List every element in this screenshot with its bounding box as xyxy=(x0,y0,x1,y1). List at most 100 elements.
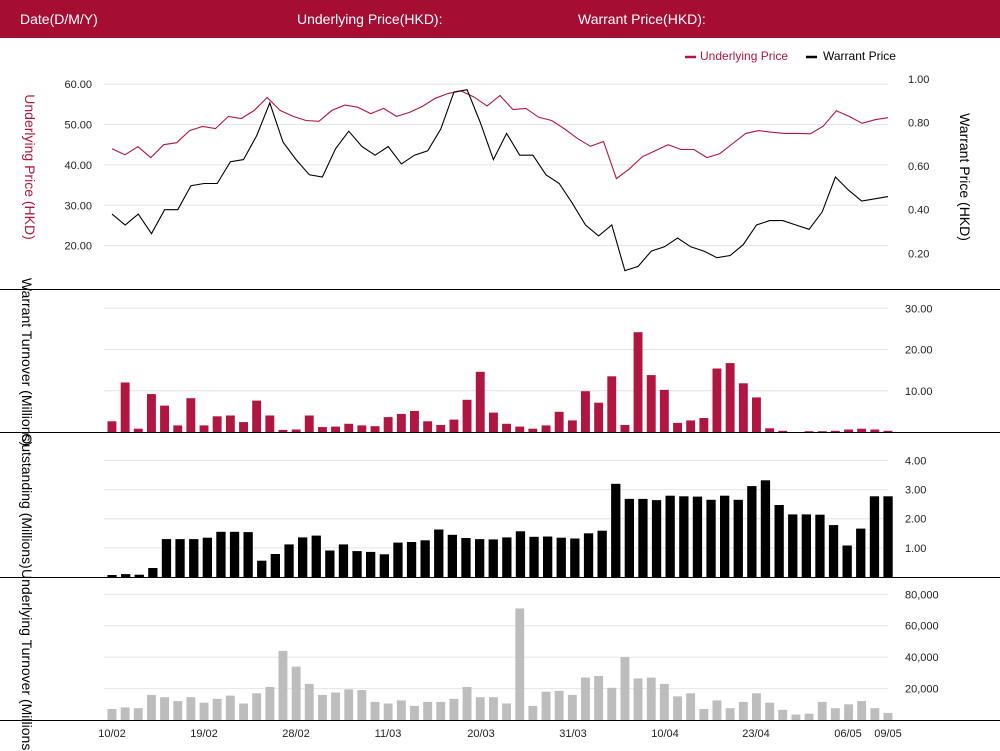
outstanding-bar xyxy=(611,483,621,577)
underlying-turnover-bar xyxy=(186,697,196,720)
underlying-turnover-bar xyxy=(659,683,669,720)
outstanding-bar xyxy=(760,480,771,577)
underlying-turnover-tick-label: 40,000 xyxy=(905,652,939,664)
underlying-turnover-bar xyxy=(331,692,340,720)
warrant-turnover-bar xyxy=(370,426,380,432)
underlying-turnover-bar xyxy=(410,705,419,720)
date-tick-label: 10/02 xyxy=(98,728,126,740)
outstanding-tick-label: 3.00 xyxy=(905,485,926,497)
warrant-turnover-bar xyxy=(686,420,696,432)
warrant-turnover-bar xyxy=(489,412,498,432)
underlying-turnover-bar xyxy=(528,705,538,720)
warrant-turnover-bar xyxy=(107,421,117,432)
underlying-turnover-bar xyxy=(212,698,222,720)
underlying-turnover-bar xyxy=(291,666,301,720)
warrant-turnover-bar xyxy=(173,425,183,432)
underlying-turnover-bar xyxy=(738,701,748,720)
underlying-turnover-bar xyxy=(173,701,183,720)
underlying-turnover-bar xyxy=(120,707,130,720)
date-label: Date(D/M/Y) xyxy=(20,11,98,27)
warrant-turnover-bar xyxy=(673,422,682,432)
underlying-turnover-bar xyxy=(817,701,827,720)
outstanding-bar xyxy=(257,560,267,577)
warrant-turnover-bar xyxy=(357,425,367,432)
warrant-turnover-bar xyxy=(199,425,209,432)
outstanding-bar xyxy=(733,499,743,577)
warrant-turnover-bar xyxy=(423,421,433,432)
warrant-turnover-bar xyxy=(133,428,143,432)
outstanding-bar xyxy=(529,536,539,577)
warrant-turnover-bar xyxy=(844,429,853,432)
underlying-turnover-bar xyxy=(462,687,472,720)
date-tick-label: 19/02 xyxy=(190,728,218,740)
outstanding-bar xyxy=(284,544,294,577)
warrant-turnover-tick-label: 20.00 xyxy=(905,345,933,357)
underlying-turnover-bar xyxy=(765,702,775,720)
underlying-turnover-bar xyxy=(778,709,788,720)
warrant-turnover-bar xyxy=(462,399,472,432)
warrant-turnover-tick-label: 10.00 xyxy=(905,386,933,398)
warrant-turnover-bar xyxy=(291,429,301,432)
warrant-turnover-bar xyxy=(870,429,880,432)
outstanding-tick-label: 2.00 xyxy=(905,514,926,526)
underlying-turnover-bar xyxy=(607,687,617,720)
outstanding-bar xyxy=(774,505,784,577)
warrant-turnover-bar xyxy=(239,422,248,432)
date-tick-label: 20/03 xyxy=(467,728,495,740)
legend: Underlying Price Warrant Price xyxy=(685,49,896,63)
warrant-turnover-bar xyxy=(554,411,564,432)
warrant-turnover-bar xyxy=(752,397,761,432)
outstanding-bar xyxy=(406,542,417,577)
outstanding-bar xyxy=(447,534,457,577)
outstanding-panel: 1.00 2.00 3.00 4.00 Outstanding (Millions) xyxy=(19,433,926,577)
warrant-turnover-bar xyxy=(528,428,538,432)
underlying-turnover-bar xyxy=(844,704,853,720)
underlying-turnover-bar xyxy=(147,694,156,720)
underlying-turnover-bar xyxy=(712,700,722,720)
outstanding-bar xyxy=(815,514,825,577)
warrant-turnover-bar xyxy=(594,402,604,432)
warrant-turnover-bar xyxy=(830,430,840,432)
date-tick-label: 10/04 xyxy=(651,728,679,740)
warrant-turnover-bar xyxy=(331,426,340,432)
outstanding-bar xyxy=(747,486,757,577)
underlying-turnover-bar xyxy=(883,712,893,720)
underlying-turnover-bar xyxy=(752,693,761,720)
underlying-turnover-gridlines xyxy=(104,593,888,690)
warrant-turnover-bar xyxy=(502,423,511,433)
underlying-turnover-bar xyxy=(304,683,314,720)
outstanding-bar xyxy=(583,533,594,577)
outstanding-bar xyxy=(366,551,376,577)
underlying-turnover-bar xyxy=(699,709,709,720)
underlying-price-line xyxy=(111,90,889,180)
warrant-turnover-bar xyxy=(436,425,446,432)
outstanding-bar xyxy=(107,575,117,577)
warrant-turnover-bar xyxy=(633,332,643,432)
underlying-turnover-bar xyxy=(686,693,696,720)
underlying-turnover-bar xyxy=(489,697,498,720)
outstanding-bar xyxy=(515,531,526,577)
warrant-price-line xyxy=(111,89,889,272)
outstanding-bar xyxy=(788,514,798,577)
underlying-turnover-bar xyxy=(199,702,209,720)
date-tick-label: 23/04 xyxy=(742,728,770,740)
underlying-turnover-bar xyxy=(133,708,143,720)
warrant-turnover-bar xyxy=(804,431,814,432)
warrant-turnover-tick-label: 30.00 xyxy=(905,303,933,315)
outstanding-bar xyxy=(298,537,308,577)
outstanding-bar xyxy=(311,535,321,577)
underlying-turnover-bar xyxy=(673,696,682,720)
underlying-turnover-bar xyxy=(554,690,564,720)
warrant-turnover-bar xyxy=(120,382,130,432)
underlying-turnover-axis: 20,000 40,000 60,000 80,000 xyxy=(905,589,939,695)
underlying-turnover-bar xyxy=(620,657,630,720)
underlying-turnover-bar xyxy=(804,713,814,720)
warrant-turnover-gridlines xyxy=(104,307,888,392)
outstanding-bar xyxy=(475,539,485,577)
outstanding-tick-label: 1.00 xyxy=(905,543,926,555)
warrant-turnover-bar xyxy=(212,416,222,432)
underlying-turnover-bar xyxy=(423,701,433,720)
underlying-turnover-bar xyxy=(567,694,577,720)
outstanding-bar xyxy=(679,496,689,577)
legend-underlying-label: Underlying Price xyxy=(700,49,788,63)
